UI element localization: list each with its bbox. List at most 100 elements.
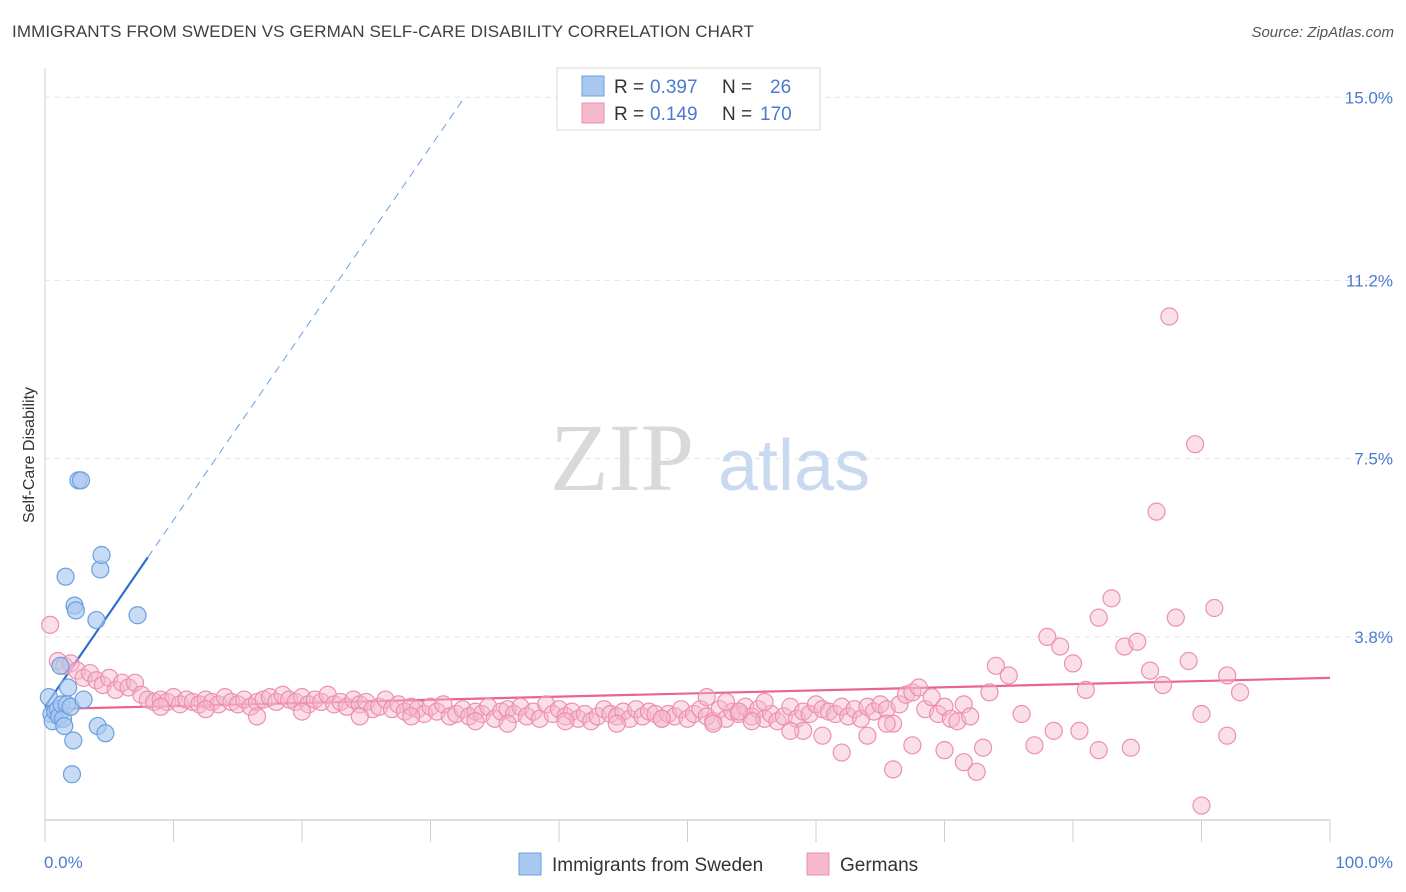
germans-point bbox=[877, 714, 896, 733]
germans-point bbox=[41, 615, 60, 634]
y-tick-label: 7.5% bbox=[1354, 450, 1393, 469]
germans-point bbox=[80, 663, 100, 683]
sweden-point bbox=[59, 678, 78, 697]
germans-point bbox=[967, 762, 986, 781]
bottom-legend-label-germans: Germans bbox=[840, 855, 918, 876]
x-tick-label: 100.0% bbox=[1335, 853, 1393, 872]
germans-point bbox=[1089, 608, 1108, 627]
germans-point bbox=[794, 721, 813, 740]
germans-point bbox=[954, 753, 973, 772]
source-label: Source: ZipAtlas.com bbox=[1251, 24, 1394, 41]
germans-point bbox=[1218, 666, 1237, 685]
germans-point bbox=[1205, 598, 1224, 618]
sweden-point bbox=[66, 601, 85, 620]
sweden-trend-extension bbox=[147, 99, 464, 558]
germans-point bbox=[1185, 435, 1205, 454]
germans-point bbox=[973, 738, 993, 757]
germans-point bbox=[980, 683, 999, 702]
germans-point bbox=[1076, 680, 1095, 700]
legend-r-label: R = bbox=[614, 104, 644, 125]
germans-point bbox=[1160, 307, 1179, 326]
germans-point bbox=[247, 707, 267, 726]
germans-point bbox=[652, 709, 671, 728]
germans-point bbox=[1038, 627, 1057, 647]
legend-r-value: 0.397 bbox=[650, 77, 698, 98]
sweden-point bbox=[128, 606, 147, 625]
germans-point bbox=[1025, 736, 1044, 755]
sweden-point bbox=[51, 656, 70, 675]
sweden-point bbox=[92, 545, 111, 565]
legend-swatch-germans bbox=[581, 102, 605, 124]
germans-point bbox=[607, 714, 626, 733]
germans-point bbox=[1166, 608, 1185, 627]
germans-point bbox=[935, 741, 954, 760]
x-tick-labels: 0.0% 100.0% bbox=[44, 853, 1393, 872]
sweden-point bbox=[71, 471, 91, 490]
germans-point bbox=[922, 688, 941, 707]
germans-point bbox=[151, 697, 170, 716]
germans-point bbox=[1192, 796, 1211, 815]
legend-r-label: R = bbox=[614, 77, 644, 98]
germans-point bbox=[961, 707, 980, 726]
sweden-point bbox=[62, 765, 82, 784]
y-axis-title: Self-Care Disability bbox=[21, 387, 38, 523]
germans-point bbox=[1230, 683, 1250, 702]
germans-point bbox=[498, 714, 517, 733]
germans-point bbox=[999, 666, 1018, 685]
germans-point bbox=[1128, 632, 1147, 651]
germans-point bbox=[890, 695, 909, 714]
grid-lines bbox=[45, 96, 1395, 638]
germans-point bbox=[402, 707, 421, 726]
germans-point bbox=[1192, 704, 1211, 724]
germans-point bbox=[1012, 704, 1031, 724]
legend-n-label: N = bbox=[722, 104, 752, 125]
germans-point bbox=[697, 688, 716, 707]
germans-point bbox=[729, 702, 749, 721]
germans-point bbox=[196, 700, 215, 719]
germans-point bbox=[858, 726, 877, 745]
germans-point bbox=[755, 692, 774, 712]
germans-point bbox=[1044, 721, 1063, 740]
sweden-point bbox=[96, 724, 115, 743]
germans-point bbox=[1051, 637, 1070, 656]
data-points bbox=[39, 307, 1250, 815]
germans-point bbox=[704, 714, 723, 733]
germans-point bbox=[883, 714, 903, 733]
germans-point bbox=[742, 712, 761, 731]
legend-r-value: 0.149 bbox=[650, 104, 698, 125]
germans-point bbox=[1140, 661, 1160, 680]
chart-title: IMMIGRANTS FROM SWEDEN VS GERMAN SELF-CA… bbox=[12, 22, 754, 41]
watermark-atlas: atlas bbox=[718, 426, 870, 506]
legend-n-label: N = bbox=[722, 77, 752, 98]
y-tick-labels: 3.8% 7.5% 11.2% 15.0% bbox=[1345, 88, 1393, 647]
germans-point bbox=[781, 721, 800, 740]
germans-point bbox=[350, 707, 369, 726]
bottom-legend-swatch-sweden bbox=[518, 852, 542, 876]
germans-point bbox=[292, 702, 312, 721]
germans-point bbox=[1121, 738, 1140, 757]
y-tick-label: 11.2% bbox=[1346, 271, 1393, 290]
bottom-legend: Immigrants from Sweden Germans bbox=[518, 852, 918, 876]
germans-point bbox=[1179, 651, 1198, 671]
germans-point bbox=[1153, 675, 1173, 695]
legend-swatch-sweden bbox=[581, 75, 605, 97]
germans-point bbox=[903, 736, 922, 755]
germans-point bbox=[716, 692, 736, 712]
germans-point bbox=[909, 678, 928, 697]
x-tick-label: 0.0% bbox=[44, 853, 83, 872]
axes bbox=[44, 68, 1331, 842]
germans-point bbox=[1147, 502, 1166, 521]
bottom-legend-swatch-germans bbox=[806, 852, 830, 876]
germans-point bbox=[1070, 721, 1089, 740]
germans-point bbox=[1089, 741, 1108, 760]
germans-point bbox=[986, 656, 1006, 675]
germans-point bbox=[883, 760, 903, 779]
germans-point bbox=[556, 712, 575, 731]
legend-n-value: 170 bbox=[760, 104, 792, 125]
bottom-legend-label-sweden: Immigrants from Sweden bbox=[552, 855, 763, 876]
sweden-point bbox=[56, 567, 75, 586]
sweden-point bbox=[64, 731, 83, 750]
germans-point bbox=[466, 712, 485, 731]
y-tick-label: 15.0% bbox=[1345, 88, 1393, 107]
